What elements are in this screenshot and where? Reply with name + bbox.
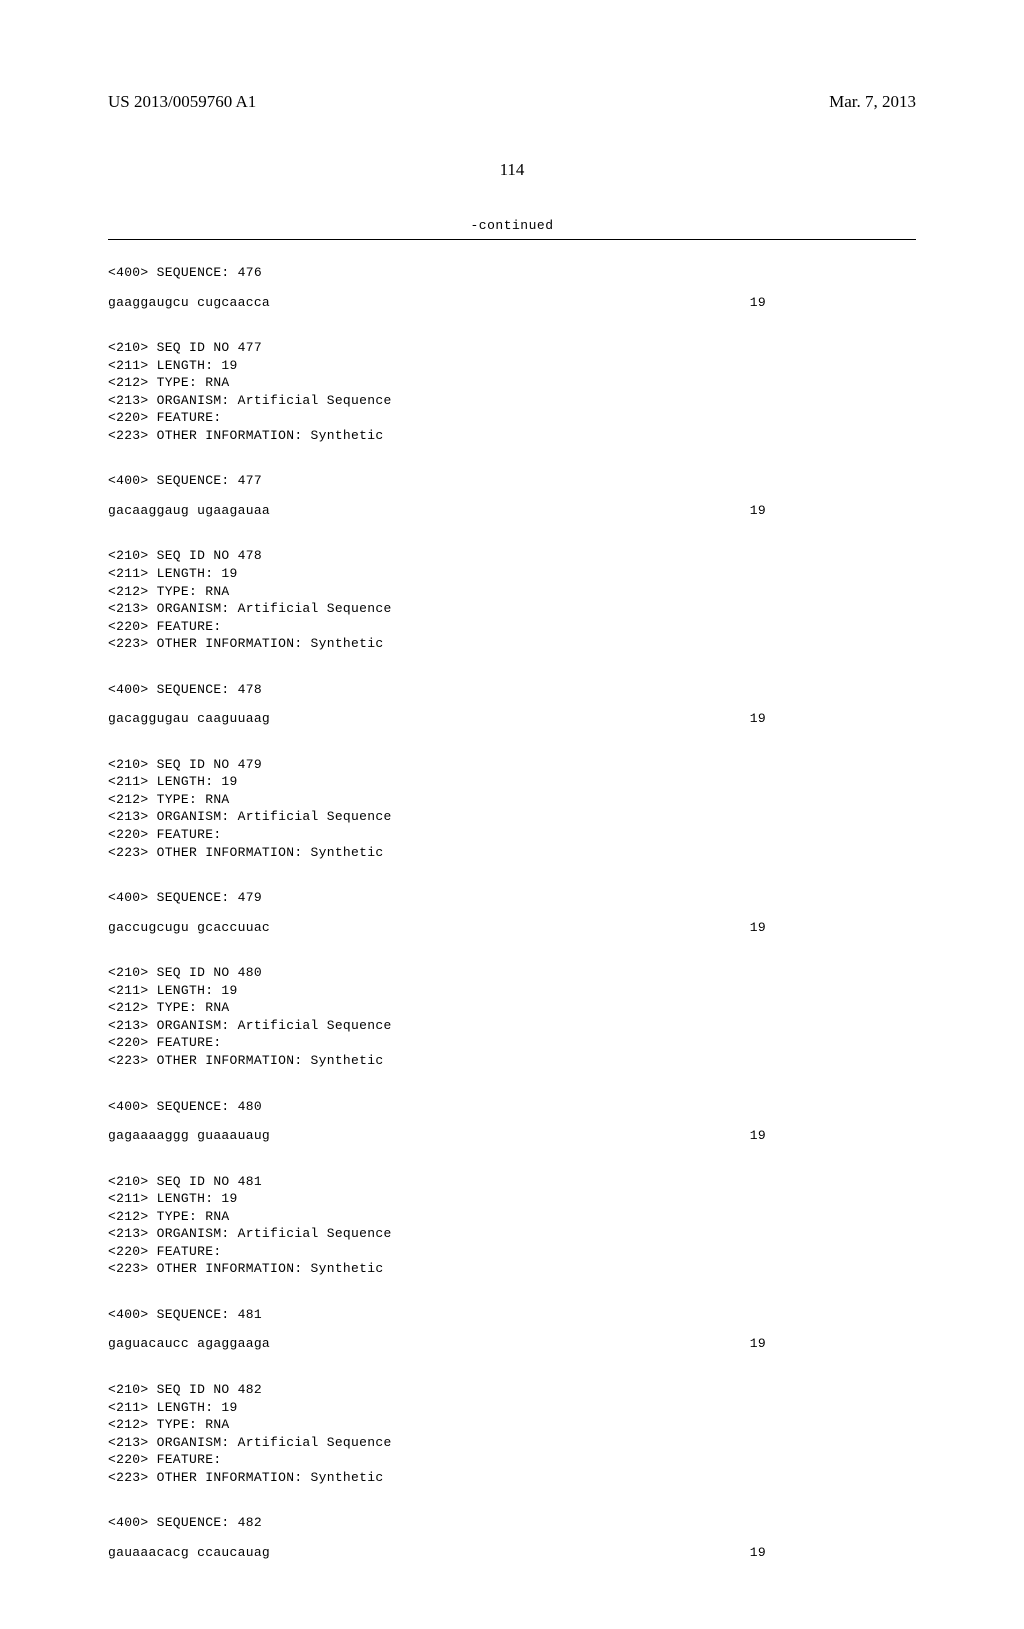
metadata-line: <213> ORGANISM: Artificial Sequence [108,1225,916,1243]
metadata-line: <223> OTHER INFORMATION: Synthetic [108,635,916,653]
metadata-line: <223> OTHER INFORMATION: Synthetic [108,1260,916,1278]
sequence-header: <400> SEQUENCE: 476 [108,264,916,282]
metadata-line: <212> TYPE: RNA [108,999,916,1017]
metadata-line: <213> ORGANISM: Artificial Sequence [108,1434,916,1452]
sequence-length: 19 [750,710,916,728]
metadata-line: <210> SEQ ID NO 481 [108,1173,916,1191]
sequence-text: gagaaaaggg guaaauaug [108,1127,270,1145]
sequence-text: gauaaacacg ccaucauag [108,1544,270,1562]
sequence-entry: <400> SEQUENCE: 477 gacaaggaug ugaagauaa 1… [108,472,916,519]
metadata-line: <211> LENGTH: 19 [108,565,916,583]
sequence-metadata: <210> SEQ ID NO 482<211> LENGTH: 19<212>… [108,1381,916,1486]
sequence-header: <400> SEQUENCE: 477 [108,472,916,490]
metadata-line: <223> OTHER INFORMATION: Synthetic [108,844,916,862]
metadata-line: <220> FEATURE: [108,1451,916,1469]
metadata-line: <211> LENGTH: 19 [108,982,916,1000]
sequence-metadata: <210> SEQ ID NO 478<211> LENGTH: 19<212>… [108,547,916,652]
horizontal-rule-top [108,239,916,240]
metadata-line: <211> LENGTH: 19 [108,1190,916,1208]
sequence-metadata: <210> SEQ ID NO 480<211> LENGTH: 19<212>… [108,964,916,1069]
metadata-line: <212> TYPE: RNA [108,1416,916,1434]
metadata-line: <220> FEATURE: [108,1243,916,1261]
metadata-line: <211> LENGTH: 19 [108,773,916,791]
sequence-text: gacaaggaug ugaagauaa [108,502,270,520]
sequence-row: gaccugcugu gcaccuuac 19 [108,919,916,937]
metadata-line: <220> FEATURE: [108,826,916,844]
sequence-entry: <400> SEQUENCE: 480 gagaaaaggg guaaauaug 1… [108,1098,916,1145]
sequence-listing: <400> SEQUENCE: 476 gaaggaugcu cugcaacca 1… [108,264,916,1561]
metadata-line: <212> TYPE: RNA [108,583,916,601]
metadata-line: <220> FEATURE: [108,409,916,427]
sequence-header: <400> SEQUENCE: 478 [108,681,916,699]
sequence-length: 19 [750,1127,916,1145]
sequence-text: gaguacaucc agaggaaga [108,1335,270,1353]
metadata-line: <213> ORGANISM: Artificial Sequence [108,1017,916,1035]
metadata-line: <212> TYPE: RNA [108,791,916,809]
metadata-line: <210> SEQ ID NO 477 [108,339,916,357]
sequence-header: <400> SEQUENCE: 479 [108,889,916,907]
sequence-text: gaaggaugcu cugcaacca [108,294,270,312]
sequence-text: gaccugcugu gcaccuuac [108,919,270,937]
metadata-line: <213> ORGANISM: Artificial Sequence [108,600,916,618]
sequence-row: gauaaacacg ccaucauag 19 [108,1544,916,1562]
metadata-line: <210> SEQ ID NO 479 [108,756,916,774]
sequence-length: 19 [750,502,916,520]
sequence-entry: <400> SEQUENCE: 479 gaccugcugu gcaccuuac 1… [108,889,916,936]
sequence-entry: <400> SEQUENCE: 482 gauaaacacg ccaucauag 1… [108,1514,916,1561]
metadata-line: <211> LENGTH: 19 [108,357,916,375]
sequence-header: <400> SEQUENCE: 480 [108,1098,916,1116]
sequence-metadata: <210> SEQ ID NO 479<211> LENGTH: 19<212>… [108,756,916,861]
sequence-entry: <400> SEQUENCE: 478 gacaggugau caaguuaag 1… [108,681,916,728]
sequence-length: 19 [750,294,916,312]
sequence-entry: <400> SEQUENCE: 476 gaaggaugcu cugcaacca 1… [108,264,916,311]
publication-number: US 2013/0059760 A1 [108,92,256,112]
sequence-length: 19 [750,1544,916,1562]
metadata-line: <223> OTHER INFORMATION: Synthetic [108,1052,916,1070]
sequence-entry: <400> SEQUENCE: 481 gaguacaucc agaggaaga 1… [108,1306,916,1353]
metadata-line: <223> OTHER INFORMATION: Synthetic [108,427,916,445]
metadata-line: <212> TYPE: RNA [108,374,916,392]
continued-label: -continued [108,218,916,233]
metadata-line: <210> SEQ ID NO 480 [108,964,916,982]
metadata-line: <213> ORGANISM: Artificial Sequence [108,808,916,826]
sequence-length: 19 [750,919,916,937]
sequence-row: gacaggugau caaguuaag 19 [108,710,916,728]
metadata-line: <210> SEQ ID NO 482 [108,1381,916,1399]
sequence-row: gacaaggaug ugaagauaa 19 [108,502,916,520]
sequence-header: <400> SEQUENCE: 482 [108,1514,916,1532]
metadata-line: <220> FEATURE: [108,618,916,636]
sequence-metadata: <210> SEQ ID NO 477<211> LENGTH: 19<212>… [108,339,916,444]
sequence-text: gacaggugau caaguuaag [108,710,270,728]
metadata-line: <212> TYPE: RNA [108,1208,916,1226]
publication-date: Mar. 7, 2013 [829,92,916,112]
sequence-length: 19 [750,1335,916,1353]
sequence-row: gaguacaucc agaggaaga 19 [108,1335,916,1353]
metadata-line: <211> LENGTH: 19 [108,1399,916,1417]
page-header: US 2013/0059760 A1 Mar. 7, 2013 [108,92,916,112]
metadata-line: <223> OTHER INFORMATION: Synthetic [108,1469,916,1487]
metadata-line: <210> SEQ ID NO 478 [108,547,916,565]
page-number: 114 [108,160,916,180]
sequence-header: <400> SEQUENCE: 481 [108,1306,916,1324]
sequence-row: gaaggaugcu cugcaacca 19 [108,294,916,312]
metadata-line: <220> FEATURE: [108,1034,916,1052]
sequence-row: gagaaaaggg guaaauaug 19 [108,1127,916,1145]
metadata-line: <213> ORGANISM: Artificial Sequence [108,392,916,410]
sequence-metadata: <210> SEQ ID NO 481<211> LENGTH: 19<212>… [108,1173,916,1278]
